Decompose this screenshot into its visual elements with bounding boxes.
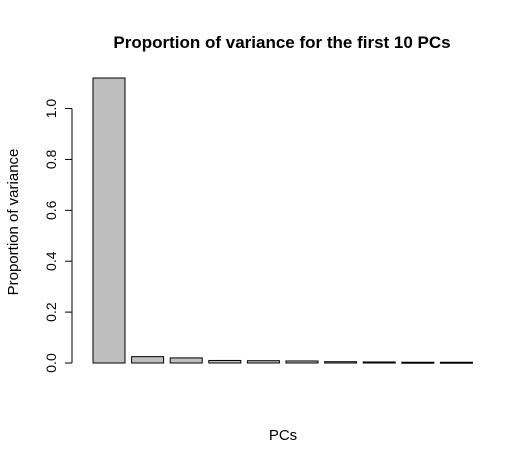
bars-group bbox=[92, 77, 473, 364]
bar-pc-2 bbox=[131, 356, 165, 364]
y-tick-label: 1.0 bbox=[43, 99, 59, 119]
bar-pc-1 bbox=[92, 77, 126, 364]
y-axis-label: Proportion of variance bbox=[5, 149, 22, 296]
chart-title: Proportion of variance for the first 10 … bbox=[113, 33, 450, 52]
bar-pc-8 bbox=[362, 361, 396, 364]
y-tick-label: 0.6 bbox=[43, 200, 59, 220]
x-axis-label: PCs bbox=[269, 427, 297, 444]
y-axis: 0.0 0.2 0.4 0.6 0.8 1.0 bbox=[43, 99, 73, 373]
y-tick-label: 0.2 bbox=[43, 302, 59, 322]
bar-pc-4 bbox=[208, 359, 242, 364]
y-tick-label: 0.0 bbox=[43, 353, 59, 373]
bar-pc-6 bbox=[285, 360, 319, 364]
y-tick-label: 0.8 bbox=[43, 149, 59, 169]
bar-pc-5 bbox=[246, 360, 280, 364]
bar-pc-3 bbox=[169, 357, 203, 364]
bar-pc-9 bbox=[401, 361, 435, 364]
bar-pc-10 bbox=[439, 361, 473, 364]
y-tick-label: 0.4 bbox=[43, 251, 59, 271]
bar-pc-7 bbox=[324, 361, 358, 364]
